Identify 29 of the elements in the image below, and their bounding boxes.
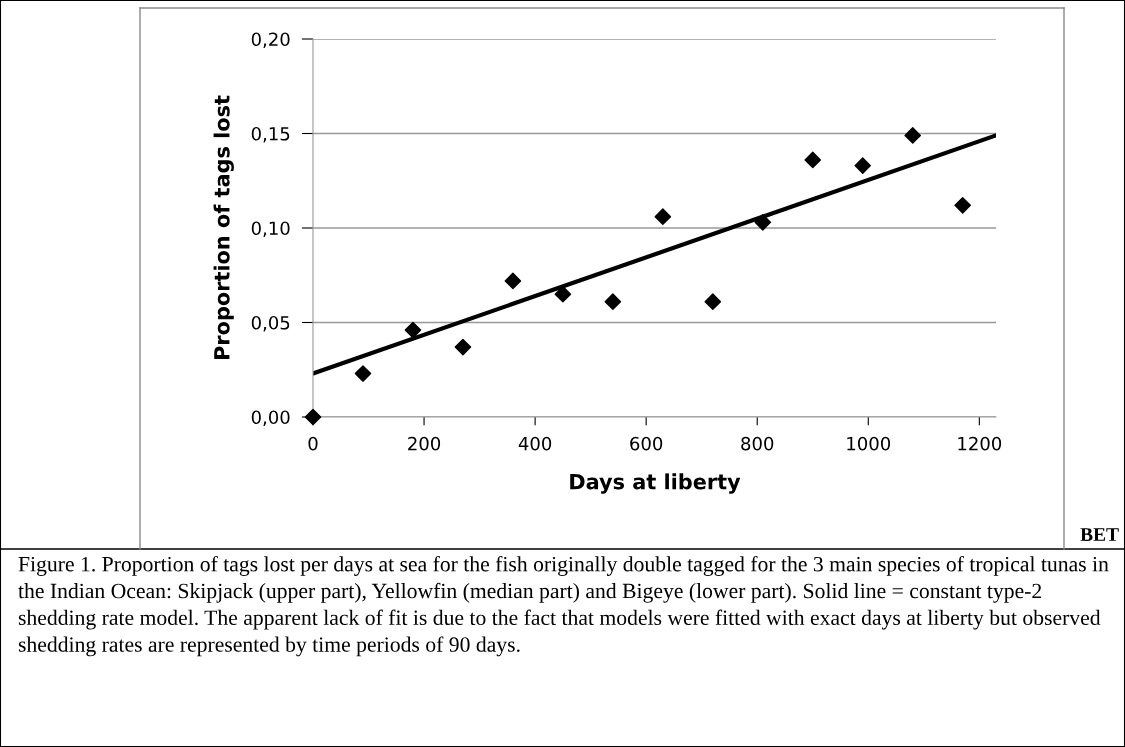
y-tick-label: 0,00	[251, 410, 290, 426]
point	[654, 208, 672, 225]
y-tick-label: 0,05	[251, 315, 290, 332]
point	[854, 157, 872, 174]
point	[804, 151, 822, 169]
x-tick-label: 1200	[958, 436, 1002, 451]
point	[754, 214, 772, 231]
x-tick-label: 800	[741, 436, 774, 451]
point	[904, 127, 922, 144]
y-axis-title: Proportion of tags lost	[213, 95, 234, 360]
x-axis-title: Days at liberty	[570, 473, 741, 494]
y-tick-label: 0,20	[251, 32, 290, 48]
point	[704, 293, 722, 311]
point	[604, 293, 622, 311]
y-tick-label: 0,10	[251, 221, 290, 237]
x-tick-label: 400	[518, 436, 552, 451]
point	[404, 321, 422, 339]
caption: Figure 1. Proportion of tags lost per days at sea for the fish originally double tagged for the 3 main species of tropical tunas in the Indian Ocean: Skipjack (upper part), Yellowfin (median part) and Bigeye (lower part). Solid line = constant type-2 shedding rate model. The apparent lack of fit is due to the fact that models were fitted with exact days at liberty but observed shedding rates are represented by time periods of 90 days.	[18, 556, 1109, 657]
point	[504, 272, 522, 290]
point	[304, 408, 322, 426]
point	[954, 197, 971, 214]
x-tick-label: 200	[408, 436, 441, 451]
point	[454, 338, 472, 356]
x-tick-label: 600	[630, 436, 663, 451]
y-tick-label: 0,15	[251, 126, 290, 143]
text: BET	[1080, 528, 1119, 541]
x-tick-label: 1000	[847, 436, 891, 451]
point	[354, 365, 372, 382]
x-tick-label: 0	[308, 436, 318, 451]
